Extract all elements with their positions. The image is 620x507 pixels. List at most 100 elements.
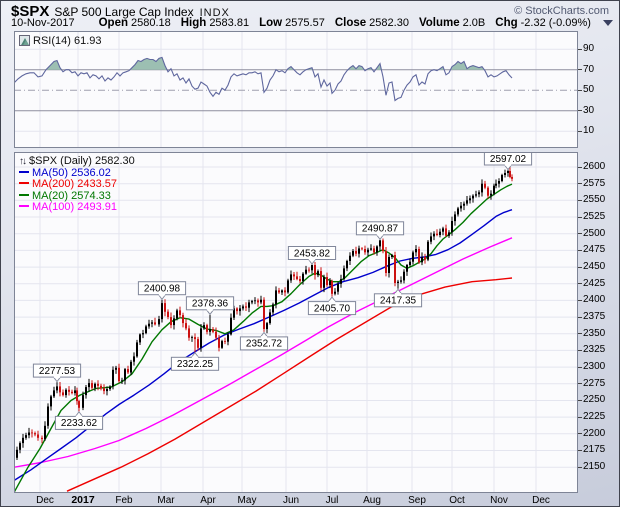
- price-axis-label: 2425: [583, 277, 606, 289]
- candle-body: [34, 433, 36, 435]
- candle-body: [91, 383, 93, 388]
- quote-row: 10-Nov-2017 Open 2580.18 High 2583.81 Low 2575…: [11, 17, 613, 29]
- price-axis-label: 2200: [583, 427, 606, 439]
- month-label-feb: Feb: [115, 495, 133, 506]
- quote-field-high: High 2583.81: [180, 17, 250, 29]
- candle-body: [62, 392, 64, 396]
- candle-body: [227, 334, 229, 342]
- candle-body: [142, 333, 144, 335]
- month-label-dec: Dec: [532, 495, 550, 506]
- price-axis-tick: [578, 216, 582, 218]
- candle-body: [388, 257, 390, 273]
- candle-body: [427, 241, 429, 260]
- candle-body: [370, 248, 372, 250]
- candle-body: [191, 337, 193, 338]
- candle-body: [296, 276, 298, 280]
- month-label-jul: Jul: [325, 495, 339, 506]
- candle-body: [421, 257, 423, 263]
- ma-legend-MA200: MA(200) 2433.57: [19, 178, 135, 191]
- price-axis-label: 2325: [583, 344, 606, 356]
- candle-body: [94, 383, 96, 388]
- price-axis-tick: [578, 166, 582, 168]
- price-annotation: 2322.25: [170, 352, 220, 371]
- quote-fields: Open 2580.18 High 2583.81 Low 2575.57 Close 258…: [99, 17, 601, 29]
- candle-body: [115, 367, 117, 370]
- candle-body: [478, 192, 480, 195]
- rsi-axis-tick: [578, 110, 582, 112]
- price-axis-tick: [578, 249, 582, 251]
- annotation-text: 2233.62: [61, 418, 98, 429]
- annotation-text: 2597.02: [490, 154, 527, 165]
- candle-body: [127, 369, 129, 373]
- candle-body: [251, 301, 253, 303]
- price-legend: ↑↓ $SPX (Daily) 2582.30 MA(50) 2536.02 MA(…: [19, 155, 135, 214]
- candle-body: [317, 271, 319, 276]
- rsi-axis-tick: [578, 48, 582, 50]
- candle-body: [355, 251, 357, 254]
- quote-date: 10-Nov-2017: [11, 17, 75, 29]
- price-axis-label: 2150: [583, 461, 606, 473]
- price-panel: 2277.53 2233.62 2400.98 2378.36 2322.25 2352.…: [14, 152, 578, 493]
- price-axis-tick: [578, 366, 582, 368]
- price-axis-tick: [578, 199, 582, 201]
- candle-body: [445, 228, 447, 236]
- candle-body: [103, 388, 105, 392]
- candle-body: [139, 334, 141, 343]
- candle-body: [466, 200, 468, 204]
- candle-body: [44, 425, 46, 440]
- candle-body: [124, 369, 126, 381]
- candle-body: [272, 304, 274, 313]
- price-annotation: 2490.87: [355, 221, 405, 241]
- chart-header: $SPX S&P 500 Large Cap Index INDX © StockC…: [11, 3, 613, 29]
- candle-body: [203, 325, 205, 329]
- ma-legend-MA20: MA(20) 2574.33: [19, 190, 135, 203]
- price-plot: 2277.53 2233.62 2400.98 2378.36 2322.25 2352.…: [15, 153, 577, 492]
- candle-body: [382, 240, 384, 252]
- updown-arrows-icon: ↑↓: [19, 156, 27, 167]
- candle-body: [82, 395, 84, 408]
- candle-body: [97, 383, 99, 386]
- candle-body: [25, 435, 27, 438]
- ma-legend-text: MA(100) 2493.91: [32, 201, 117, 213]
- candle-body: [436, 233, 438, 235]
- candle-body: [257, 300, 259, 303]
- candle-body: [403, 271, 405, 281]
- candle-body: [245, 306, 247, 308]
- candle-body: [221, 341, 223, 348]
- candle-body: [457, 208, 459, 215]
- annotation-text: 2277.53: [39, 366, 76, 377]
- title-row: $SPX S&P 500 Large Cap Index INDX © StockC…: [11, 3, 611, 20]
- rsi-legend: RSI(14) 61.93: [19, 35, 101, 48]
- candle-body: [509, 171, 511, 177]
- candle-body: [151, 322, 153, 324]
- price-axis-label: 2275: [583, 377, 606, 389]
- candle-body: [176, 310, 178, 319]
- candle-body: [109, 386, 111, 390]
- price-annotation: 2277.53: [32, 363, 82, 383]
- candle-body: [490, 193, 492, 196]
- change-down-icon: [602, 20, 613, 27]
- annotation-text: 2417.35: [380, 296, 417, 307]
- rsi-line: [15, 56, 513, 102]
- candle-body: [504, 173, 506, 175]
- price-axis-label: 2550: [583, 194, 606, 206]
- candle-body: [308, 269, 310, 271]
- candle-body: [495, 183, 497, 186]
- price-annotation: 2453.82: [287, 246, 337, 265]
- price-axis-tick: [578, 399, 582, 401]
- candle-body: [179, 310, 181, 316]
- candle-body: [379, 240, 381, 247]
- candle-body: [334, 291, 336, 294]
- rsi-axis-label: 50: [583, 84, 595, 96]
- candle-body: [275, 290, 277, 305]
- candle-body: [112, 369, 114, 387]
- rsi-overbought-fill: [287, 66, 294, 70]
- candle-body: [194, 337, 196, 340]
- candle-body: [22, 437, 24, 444]
- candle-body: [88, 383, 90, 388]
- price-axis-label: 2575: [583, 177, 606, 189]
- rsi-axis-tick: [578, 130, 582, 132]
- candle-body: [254, 300, 256, 302]
- candle-body: [215, 331, 217, 338]
- candle-body: [361, 248, 363, 250]
